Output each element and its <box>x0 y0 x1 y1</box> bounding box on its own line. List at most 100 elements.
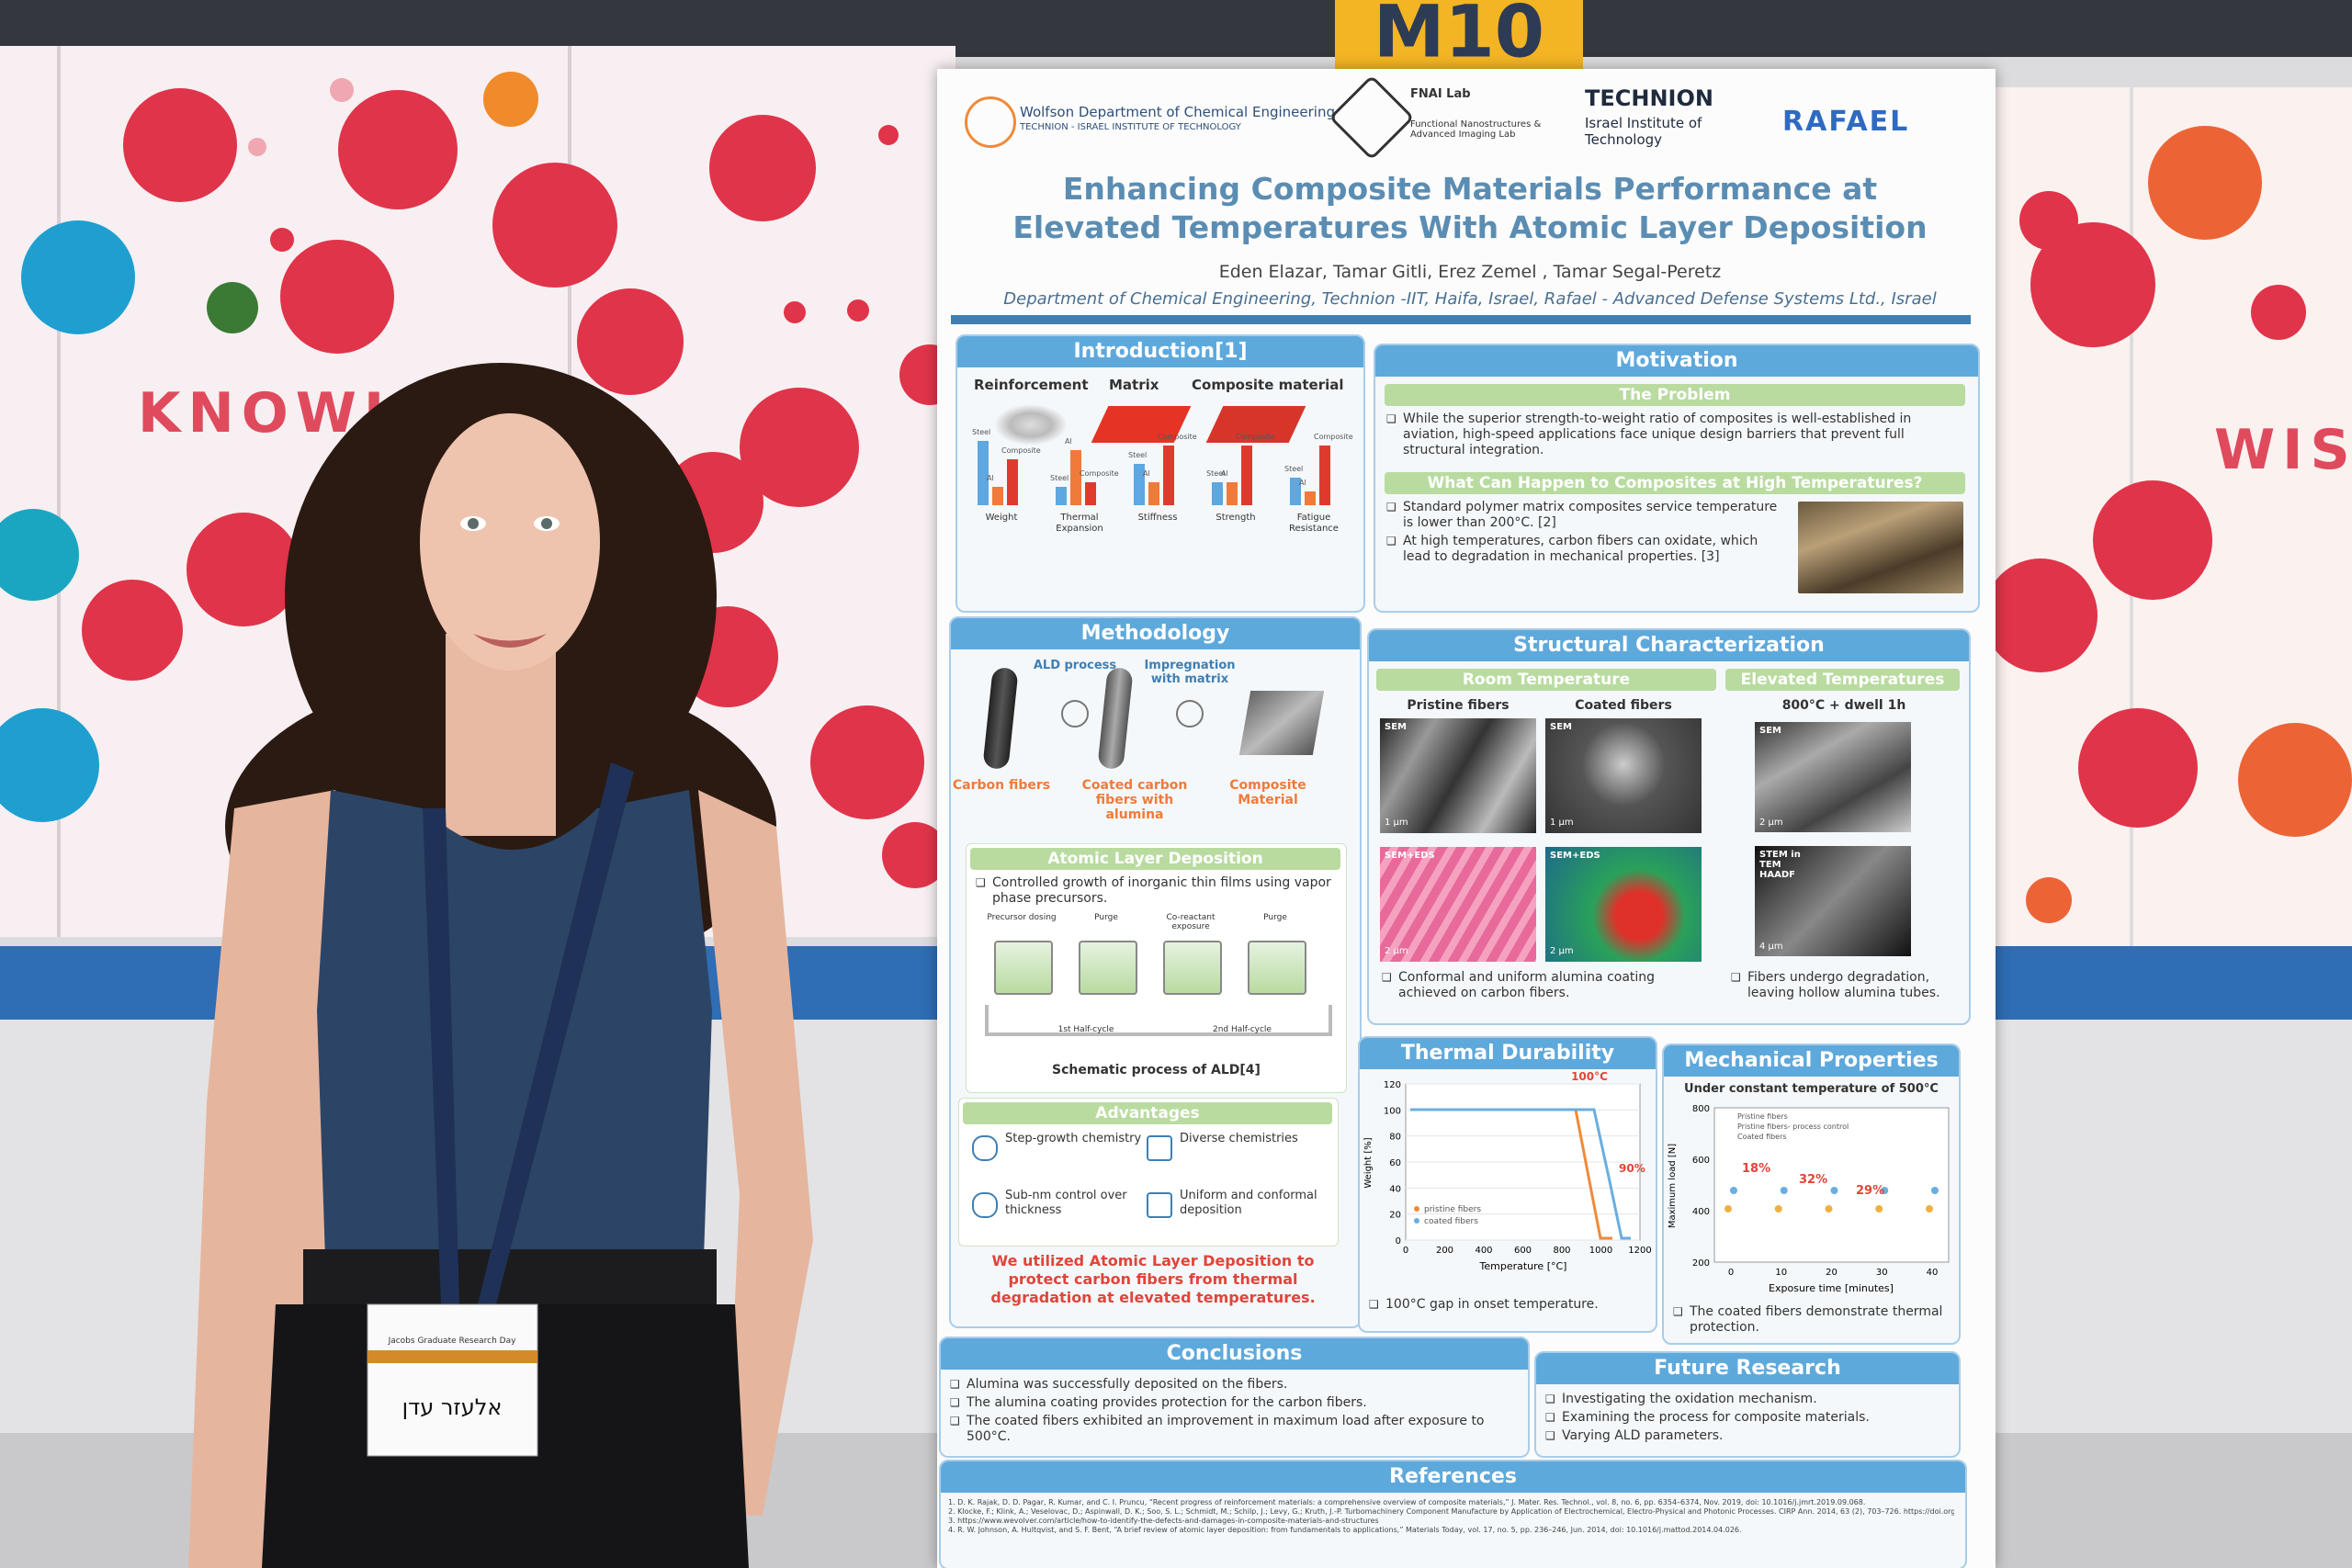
screen-circle <box>82 580 183 681</box>
material-label: Composite <box>1001 446 1041 455</box>
x-tick-label: 600 <box>1514 1246 1532 1256</box>
x-tick-label: 0 <box>1403 1246 1408 1256</box>
intro-label: Composite material <box>1192 377 1344 393</box>
screen-circle <box>847 299 869 321</box>
advantage: Step-growth chemistry <box>1005 1132 1142 1145</box>
sub-title: Elevated Temperatures <box>1725 669 1960 691</box>
y-tick-label: 80 <box>1389 1133 1401 1143</box>
fiber-icon <box>1097 666 1134 771</box>
advantage-list: Step-growth chemistry Diverse chemistries… <box>959 1132 1338 1242</box>
sub-title: Atomic Layer Deposition <box>970 848 1340 870</box>
bullet: At high temperatures, carbon fibers can … <box>1385 534 1789 565</box>
dept-sub: TECHNION - ISRAEL INSTITUTE OF TECHNOLOG… <box>1020 122 1241 132</box>
x-tick-label: 10 <box>1775 1268 1787 1278</box>
arrow-label: ALD process <box>1033 659 1117 672</box>
material-label: Al <box>987 474 994 482</box>
screen-word: WIS <box>2214 418 2352 482</box>
screen-circle <box>280 240 394 354</box>
section-title: Thermal Durability <box>1360 1038 1656 1069</box>
screen-circle <box>2078 708 2198 828</box>
smile <box>473 634 547 648</box>
property-label: Fatigue Resistance <box>1289 513 1339 534</box>
introduction: Introduction[1] Reinforcement Matrix Compo… <box>956 334 1365 613</box>
conclusions: Conclusions Alumina was successfully dep… <box>939 1337 1530 1458</box>
micrograph <box>1545 718 1702 833</box>
x-tick-label: 200 <box>1436 1246 1453 1256</box>
y-tick-label: 400 <box>1692 1207 1710 1217</box>
arrow-circle <box>1061 700 1089 728</box>
screen-circle <box>709 115 816 221</box>
legend-label: coated fibers <box>1424 1217 1478 1226</box>
badge-stripe <box>368 1350 537 1363</box>
screen-circle <box>2148 126 2262 240</box>
lanyard <box>423 808 459 1304</box>
micrograph <box>1380 847 1536 962</box>
lab: FNAI Lab <box>1410 87 1471 101</box>
gain-label: 32% <box>1799 1173 1827 1187</box>
material-label: Al <box>1221 469 1228 478</box>
panel-label: SEM+EDS <box>1550 851 1600 861</box>
intro-bar <box>1241 446 1252 505</box>
annotation: 90% <box>1619 1162 1645 1175</box>
section-title: Methodology <box>951 618 1360 649</box>
screen-circle <box>2093 480 2212 600</box>
bullet: Standard polymer matrix composites servi… <box>1385 500 1789 531</box>
fiber-icon <box>982 666 1019 771</box>
scale-label: 4 μm <box>1759 942 1783 952</box>
panel-label: SEM <box>1385 722 1407 732</box>
mechanical-note: The coated fibers demonstrate thermal pr… <box>1671 1304 1951 1338</box>
advantage-icon <box>972 1135 998 1161</box>
structural: Structural Characterization Room Tempera… <box>1367 628 1971 1025</box>
y-tick-label: 60 <box>1389 1158 1401 1168</box>
screen-circle <box>270 228 294 252</box>
statement: We utilized Atomic Layer Deposition to p… <box>990 1252 1316 1306</box>
ald-stage-label: Purge <box>1094 913 1118 922</box>
affiliation: Department of Chemical Engineering, Tech… <box>1003 289 1937 309</box>
step-label: Coated carbon fibers with alumina <box>1081 778 1188 822</box>
bullet: The coated fibers exhibited an improveme… <box>948 1414 1518 1445</box>
mechanical-chart: 800 600 400 200 0 10 20 30 40 18% 32% 29% Pristine f… <box>1668 1104 1950 1294</box>
elevated-note: Fibers undergo degradation, leaving holl… <box>1729 970 1959 1004</box>
panel-label: SEM <box>1550 722 1572 732</box>
intro-bar <box>1319 446 1330 505</box>
screen-circle <box>330 78 354 102</box>
bullet: 100°C gap in onset temperature. <box>1367 1297 1647 1313</box>
screen-circle <box>0 708 99 822</box>
screen-circle <box>2019 191 2078 250</box>
advantages: Advantages Step-growth chemistry Diverse … <box>958 1098 1339 1247</box>
sub-title: Advantages <box>963 1102 1332 1124</box>
property-label: Weight <box>985 513 1018 523</box>
point <box>1830 1187 1838 1194</box>
screen-circle <box>21 220 135 334</box>
material-label: Steel <box>972 428 991 436</box>
screen-circle <box>492 163 617 288</box>
point <box>1931 1187 1939 1194</box>
axis-label: Temperature [°C] <box>1479 1260 1567 1272</box>
dept: Wolfson Department of Chemical Engineeri… <box>1020 104 1335 120</box>
thermal-note: 100°C gap in onset temperature. <box>1367 1297 1647 1315</box>
arrow-circle <box>1176 700 1204 728</box>
ald-stage-label: Precursor dosing <box>987 913 1057 922</box>
reference: 3. https://www.wevolver.com/article/how-… <box>948 1517 1379 1525</box>
y-tick-label: 600 <box>1692 1156 1710 1166</box>
mechanical: Mechanical Properties Under constant tem… <box>1662 1043 1961 1345</box>
poster: Wolfson Department of Chemical Engineeri… <box>937 69 1996 1568</box>
bullet: The coated fibers demonstrate thermal pr… <box>1671 1304 1951 1336</box>
curve <box>1410 1108 1631 1240</box>
point <box>1730 1187 1737 1194</box>
screen-circle <box>2251 285 2306 340</box>
room-note: Conformal and uniform alumina coating ac… <box>1380 970 1711 1004</box>
screen-circle <box>338 90 458 209</box>
authors: Eden Elazar, Tamar Gitli, Erez Zemel , T… <box>1218 262 1722 282</box>
micrograph <box>1755 846 1911 956</box>
ald-chamber <box>994 941 1053 995</box>
intro-label: Matrix <box>1109 377 1159 393</box>
section-title: Structural Characterization <box>1369 630 1969 661</box>
column-label: 800°C + dwell 1h <box>1781 698 1906 713</box>
motivation: Motivation The Problem While the superio… <box>1374 344 1980 613</box>
legend-swatch <box>1414 1206 1419 1212</box>
material-label: Al <box>1299 479 1306 487</box>
section-title: Future Research <box>1536 1353 1959 1384</box>
screen-circle <box>1984 558 2098 672</box>
